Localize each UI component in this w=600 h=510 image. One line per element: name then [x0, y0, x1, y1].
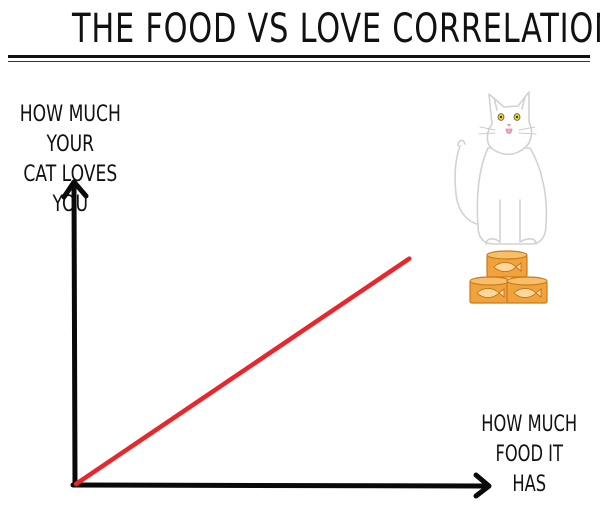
chart-title: THE FOOD VS LOVE CORRELATION [72, 6, 600, 52]
cat-with-food-cans-icon [454, 91, 548, 304]
cat-nose [507, 124, 511, 127]
series-line-0 [73, 256, 412, 487]
y-axis-label-line-2: CAT LOVES YOU [23, 162, 118, 217]
x-axis-label: HOW MUCH FOOD IT HAS [470, 410, 588, 500]
y-axis-arrowhead [61, 179, 89, 200]
food-cans-icon [469, 250, 548, 304]
x-axis-arrowhead [473, 472, 492, 499]
cat-tongue [505, 128, 513, 134]
y-axis-label: HOW MUCH YOUR CAT LOVES YOU [4, 100, 137, 220]
title-underline [8, 55, 590, 58]
title-underline-thin [8, 61, 590, 62]
cat-icon [454, 91, 548, 245]
y-axis-line [71, 183, 78, 487]
y-axis-label-line-1: HOW MUCH YOUR [19, 102, 121, 157]
series-layer [73, 256, 412, 487]
x-axis-label-line-2: FOOD IT [495, 442, 563, 467]
food-can-top [486, 250, 528, 278]
x-axis-label-line-1: HOW MUCH [481, 412, 578, 437]
x-axis-line [70, 482, 488, 489]
food-can-left [469, 276, 511, 304]
x-axis-label-line-3: HAS [512, 472, 547, 497]
food-can-right [506, 276, 548, 304]
